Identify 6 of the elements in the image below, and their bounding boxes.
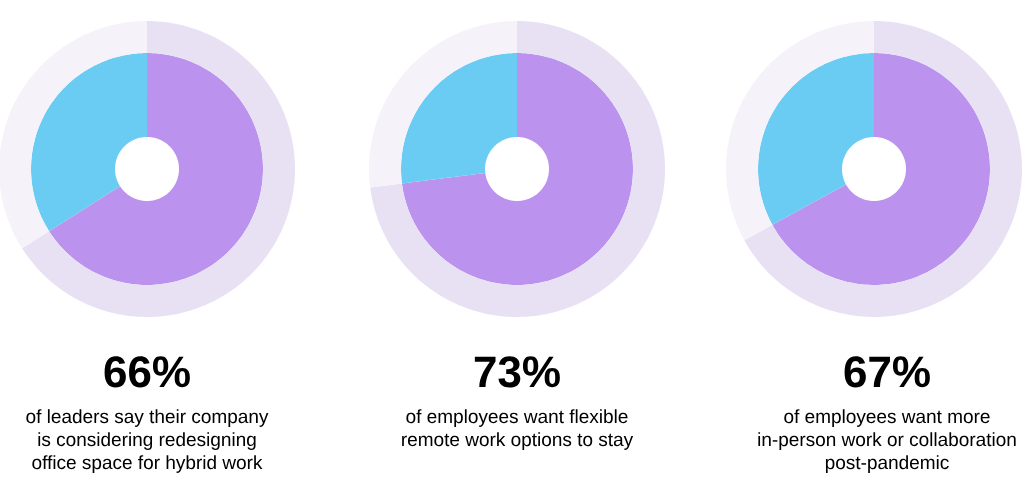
text: 73% xyxy=(474,356,560,388)
text: 66% xyxy=(104,356,190,388)
text: of employees want more in-person work or collaboration post-pandemic xyxy=(758,409,1016,473)
text: of employees want flexible remote work options to stay xyxy=(402,409,634,450)
text: 67% xyxy=(844,356,930,388)
text: of leaders say their company is considering redesigning office space for hybrid work xyxy=(26,409,269,473)
